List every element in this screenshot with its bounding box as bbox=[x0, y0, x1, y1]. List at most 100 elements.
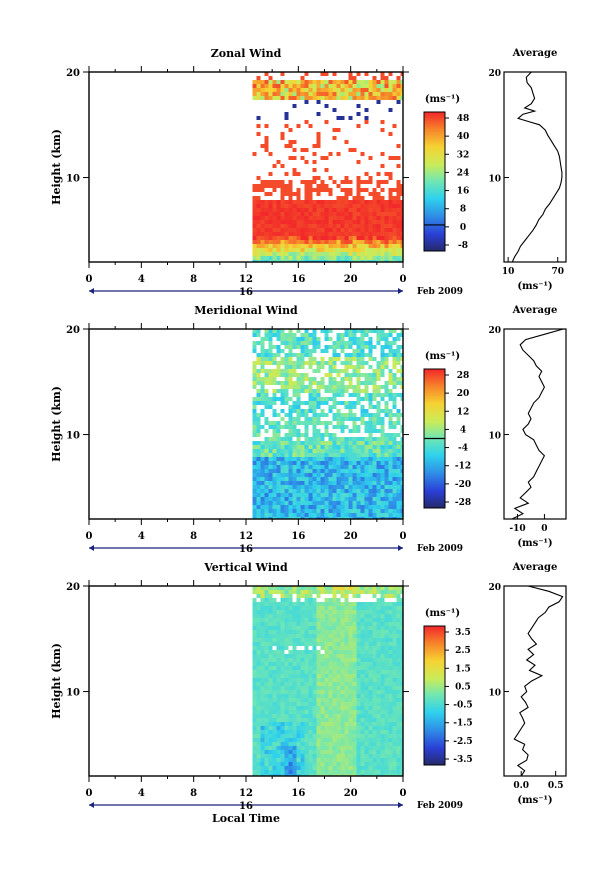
heatmap-cell bbox=[384, 766, 389, 770]
heatmap-cell bbox=[380, 385, 385, 389]
heatmap-cell bbox=[372, 630, 377, 634]
heatmap-cell bbox=[320, 754, 325, 758]
heatmap-cell bbox=[264, 626, 269, 630]
heatmap-cell bbox=[304, 473, 309, 477]
heatmap-cell bbox=[396, 212, 401, 216]
heatmap-cell bbox=[296, 702, 301, 706]
heatmap-cell bbox=[396, 630, 401, 634]
heatmap-cell bbox=[368, 513, 373, 517]
heatmap-cell bbox=[336, 654, 341, 658]
heatmap-cell bbox=[344, 256, 349, 260]
heatmap-cell bbox=[288, 501, 293, 505]
heatmap-cell bbox=[376, 449, 381, 453]
heatmap-cell bbox=[300, 248, 305, 252]
heatmap-cell bbox=[304, 345, 309, 349]
heatmap-cell bbox=[260, 212, 265, 216]
heatmap-cell bbox=[292, 445, 297, 449]
heatmap-cell bbox=[268, 477, 273, 481]
heatmap-cell bbox=[392, 453, 397, 457]
heatmap-cell bbox=[392, 337, 397, 341]
heatmap-cell bbox=[384, 345, 389, 349]
heatmap-cell bbox=[348, 497, 353, 501]
heatmap-cell bbox=[344, 678, 349, 682]
heatmap-cell bbox=[332, 369, 337, 373]
heatmap-cell bbox=[324, 425, 329, 429]
heatmap-cell bbox=[344, 377, 349, 381]
heatmap-cell bbox=[352, 357, 357, 361]
heatmap-cell bbox=[276, 622, 281, 626]
heatmap-cell bbox=[264, 232, 269, 236]
heatmap-cell bbox=[288, 80, 293, 84]
heatmap-cell bbox=[348, 746, 353, 750]
heatmap-cell bbox=[400, 469, 403, 473]
heatmap-cell bbox=[396, 618, 401, 622]
heatmap-cell bbox=[352, 650, 357, 654]
heatmap-cell bbox=[340, 461, 345, 465]
heatmap-cell bbox=[352, 212, 357, 216]
heatmap-cell bbox=[272, 204, 277, 208]
heatmap-cell bbox=[308, 260, 313, 262]
heatmap-cell bbox=[372, 96, 377, 100]
heatmap-cell bbox=[324, 485, 329, 489]
heatmap-cell bbox=[344, 473, 349, 477]
heatmap-cell bbox=[392, 594, 397, 598]
heatmap-cell bbox=[288, 762, 293, 766]
heatmap-cell bbox=[260, 682, 265, 686]
heatmap-cell bbox=[384, 212, 389, 216]
heatmap-cell bbox=[312, 212, 317, 216]
heatmap-cell bbox=[340, 248, 345, 252]
heatmap-cell bbox=[284, 116, 289, 120]
heatmap-cell bbox=[396, 634, 401, 638]
heatmap-cell bbox=[272, 240, 277, 244]
heatmap-cell bbox=[260, 445, 265, 449]
heatmap-cell bbox=[328, 666, 333, 670]
heatmap-cell bbox=[396, 204, 401, 208]
heatmap-cell bbox=[344, 373, 349, 377]
heatmap-cell bbox=[292, 590, 297, 594]
heatmap-cell bbox=[256, 626, 261, 630]
heatmap-cell bbox=[268, 236, 273, 240]
heatmap-cell bbox=[252, 485, 257, 489]
heatmap-cell bbox=[312, 642, 317, 646]
heatmap-cell bbox=[376, 84, 381, 88]
heatmap-cell bbox=[344, 248, 349, 252]
heatmap-cell bbox=[256, 602, 261, 606]
heatmap-cell bbox=[336, 212, 341, 216]
heatmap-cell bbox=[296, 473, 301, 477]
heatmap-cell bbox=[348, 690, 353, 694]
heatmap-cell bbox=[356, 357, 361, 361]
heatmap-cell bbox=[356, 453, 361, 457]
heatmap-cell bbox=[356, 252, 361, 256]
heatmap-cell bbox=[316, 670, 321, 674]
heatmap-cell bbox=[360, 260, 365, 262]
heatmap-cell bbox=[260, 200, 265, 204]
heatmap-cell bbox=[316, 429, 321, 433]
heatmap-cell bbox=[312, 449, 317, 453]
heatmap-cell bbox=[356, 586, 361, 590]
heatmap-cell bbox=[392, 421, 397, 425]
heatmap-cell bbox=[332, 698, 337, 702]
heatmap-cell bbox=[284, 670, 289, 674]
heatmap-cell bbox=[364, 92, 369, 96]
heatmap-cell bbox=[372, 594, 377, 598]
heatmap-cell bbox=[392, 397, 397, 401]
heatmap-cell bbox=[316, 634, 321, 638]
heatmap-cell bbox=[260, 750, 265, 754]
heatmap-cell bbox=[276, 513, 281, 517]
heatmap-cell bbox=[272, 722, 277, 726]
heatmap-cell bbox=[396, 513, 401, 517]
heatmap-cell bbox=[372, 224, 377, 228]
heatmap-cell bbox=[312, 598, 317, 602]
heatmap-cell bbox=[344, 666, 349, 670]
heatmap-cell bbox=[368, 501, 373, 505]
heatmap-cell bbox=[260, 622, 265, 626]
heatmap-cell bbox=[376, 650, 381, 654]
heatmap-cell bbox=[340, 196, 345, 200]
colorbar-tick-label: -4 bbox=[458, 444, 468, 454]
heatmap-cell bbox=[316, 754, 321, 758]
heatmap-cell bbox=[376, 80, 381, 84]
heatmap-cell bbox=[336, 674, 341, 678]
heatmap-cell bbox=[268, 630, 273, 634]
heatmap-cell bbox=[268, 642, 273, 646]
heatmap-cell bbox=[308, 762, 313, 766]
